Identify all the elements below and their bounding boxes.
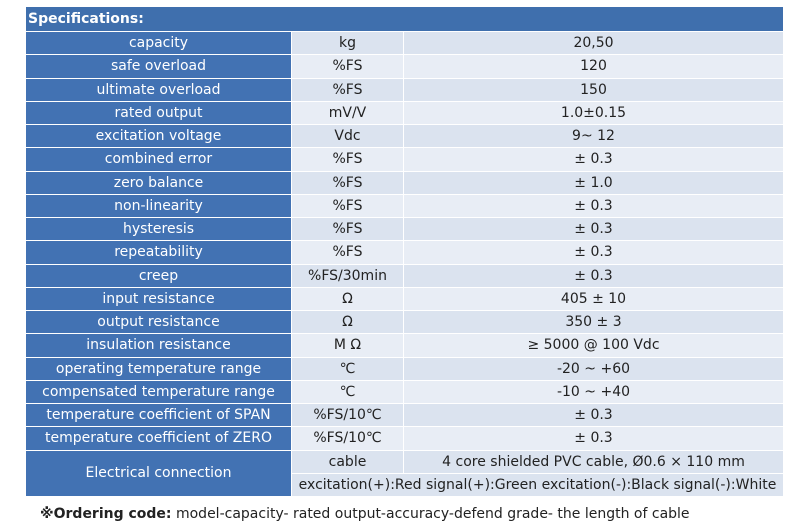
table-row: repeatability %FS ± 0.3	[25, 240, 784, 265]
param-cell: zero balance	[25, 170, 292, 195]
param-cell: combined error	[25, 147, 292, 172]
value-cell: 350 ± 3	[403, 309, 784, 335]
table-row: non-linearity %FS ± 0.3	[25, 193, 784, 219]
table-row: compensated temperature range ℃ -10 ~ +40	[25, 379, 784, 405]
table-title: Specifications:	[25, 6, 784, 32]
unit-cell: %FS	[291, 240, 404, 265]
unit-cell: %FS/10℃	[291, 402, 404, 428]
wiring-colors-cell: excitation(+):Red signal(+):Green excita…	[291, 472, 784, 498]
unit-cell: %FS	[291, 216, 404, 242]
param-cell: input resistance	[25, 286, 292, 312]
ordering-code-text: model-capacity- rated output-accuracy-de…	[171, 506, 690, 522]
table-row: ultimate overload %FS 150	[25, 77, 784, 102]
value-cell: ± 0.3	[403, 216, 784, 242]
table-row: zero balance %FS ± 1.0	[25, 170, 784, 195]
table-row: input resistance Ω 405 ± 10	[25, 286, 784, 312]
table-row: capacity kg 20,50	[25, 30, 784, 56]
cable-unit-cell: cable	[291, 449, 404, 474]
unit-cell: Vdc	[291, 123, 404, 149]
param-cell: excitation voltage	[25, 123, 292, 149]
unit-cell: Ω	[291, 286, 404, 312]
table-row: combined error %FS ± 0.3	[25, 147, 784, 172]
param-cell: creep	[25, 263, 292, 288]
unit-cell: mV/V	[291, 100, 404, 126]
table-row: temperature coefficient of SPAN %FS/10℃ ± …	[25, 402, 784, 428]
unit-cell: %FS/10℃	[291, 426, 404, 451]
table-row: output resistance Ω 350 ± 3	[25, 309, 784, 335]
value-cell: -20 ~ +60	[403, 356, 784, 381]
value-cell: ± 0.3	[403, 240, 784, 265]
unit-cell: %FS/30min	[291, 263, 404, 288]
unit-cell: %FS	[291, 193, 404, 219]
value-cell: ± 0.3	[403, 263, 784, 288]
value-cell: 120	[403, 54, 784, 79]
value-cell: 20,50	[403, 30, 784, 56]
param-cell: temperature coefficient of SPAN	[25, 402, 292, 428]
unit-cell: ℃	[291, 379, 404, 405]
unit-cell: Ω	[291, 309, 404, 335]
unit-cell: %FS	[291, 77, 404, 102]
param-cell: output resistance	[25, 309, 292, 335]
value-cell: 150	[403, 77, 784, 102]
param-cell: repeatability	[25, 240, 292, 265]
param-cell: hysteresis	[25, 216, 292, 242]
table-row: hysteresis %FS ± 0.3	[25, 216, 784, 242]
param-cell: non-linearity	[25, 193, 292, 219]
unit-cell: %FS	[291, 170, 404, 195]
unit-cell: M Ω	[291, 333, 404, 358]
value-cell: ± 0.3	[403, 426, 784, 451]
value-cell: 9~ 12	[403, 123, 784, 149]
wiring-row: excitation(+):Red signal(+):Green excita…	[26, 472, 784, 498]
value-cell: 405 ± 10	[403, 286, 784, 312]
table-row: operating temperature range ℃ -20 ~ +60	[25, 356, 784, 381]
table-row: excitation voltage Vdc 9~ 12	[25, 123, 784, 149]
value-cell: ± 1.0	[403, 170, 784, 195]
unit-cell: kg	[291, 30, 404, 56]
table-row: insulation resistance M Ω ≥ 5000 @ 100 Vdc	[25, 333, 784, 358]
table-row: creep %FS/30min ± 0.3	[25, 263, 784, 288]
param-cell: temperature coefficient of ZERO	[25, 426, 292, 451]
cable-value-cell: 4 core shielded PVC cable, Ø0.6 × 110 mm	[403, 449, 784, 474]
electrical-connection-label: Electrical connection	[25, 449, 292, 497]
unit-cell: %FS	[291, 147, 404, 172]
header-row: Specifications:	[25, 6, 784, 32]
electrical-connection-row: Electrical connection cable 4 core shielde…	[25, 449, 784, 497]
param-cell: insulation resistance	[25, 333, 292, 358]
param-cell: ultimate overload	[25, 77, 292, 102]
value-cell: 1.0±0.15	[403, 100, 784, 126]
param-cell: operating temperature range	[25, 356, 292, 381]
specifications-table: Specifications: capacity kg 20,50 safe over…	[25, 6, 784, 498]
param-cell: rated output	[25, 100, 292, 126]
value-cell: ≥ 5000 @ 100 Vdc	[403, 333, 784, 358]
param-cell: safe overload	[25, 54, 292, 79]
unit-cell: ℃	[291, 356, 404, 381]
unit-cell: %FS	[291, 54, 404, 79]
table-row: safe overload %FS 120	[25, 54, 784, 79]
param-cell: compensated temperature range	[25, 379, 292, 405]
value-cell: ± 0.3	[403, 147, 784, 172]
table-row: temperature coefficient of ZERO %FS/10℃ ± …	[25, 426, 784, 451]
ordering-code-note: ※Ordering code: model-capacity- rated ou…	[40, 506, 690, 522]
value-cell: -10 ~ +40	[403, 379, 784, 405]
table-row: rated output mV/V 1.0±0.15	[25, 100, 784, 126]
ordering-code-label: ※Ordering code:	[40, 506, 172, 522]
param-cell: capacity	[25, 30, 292, 56]
value-cell: ± 0.3	[403, 402, 784, 428]
value-cell: ± 0.3	[403, 193, 784, 219]
